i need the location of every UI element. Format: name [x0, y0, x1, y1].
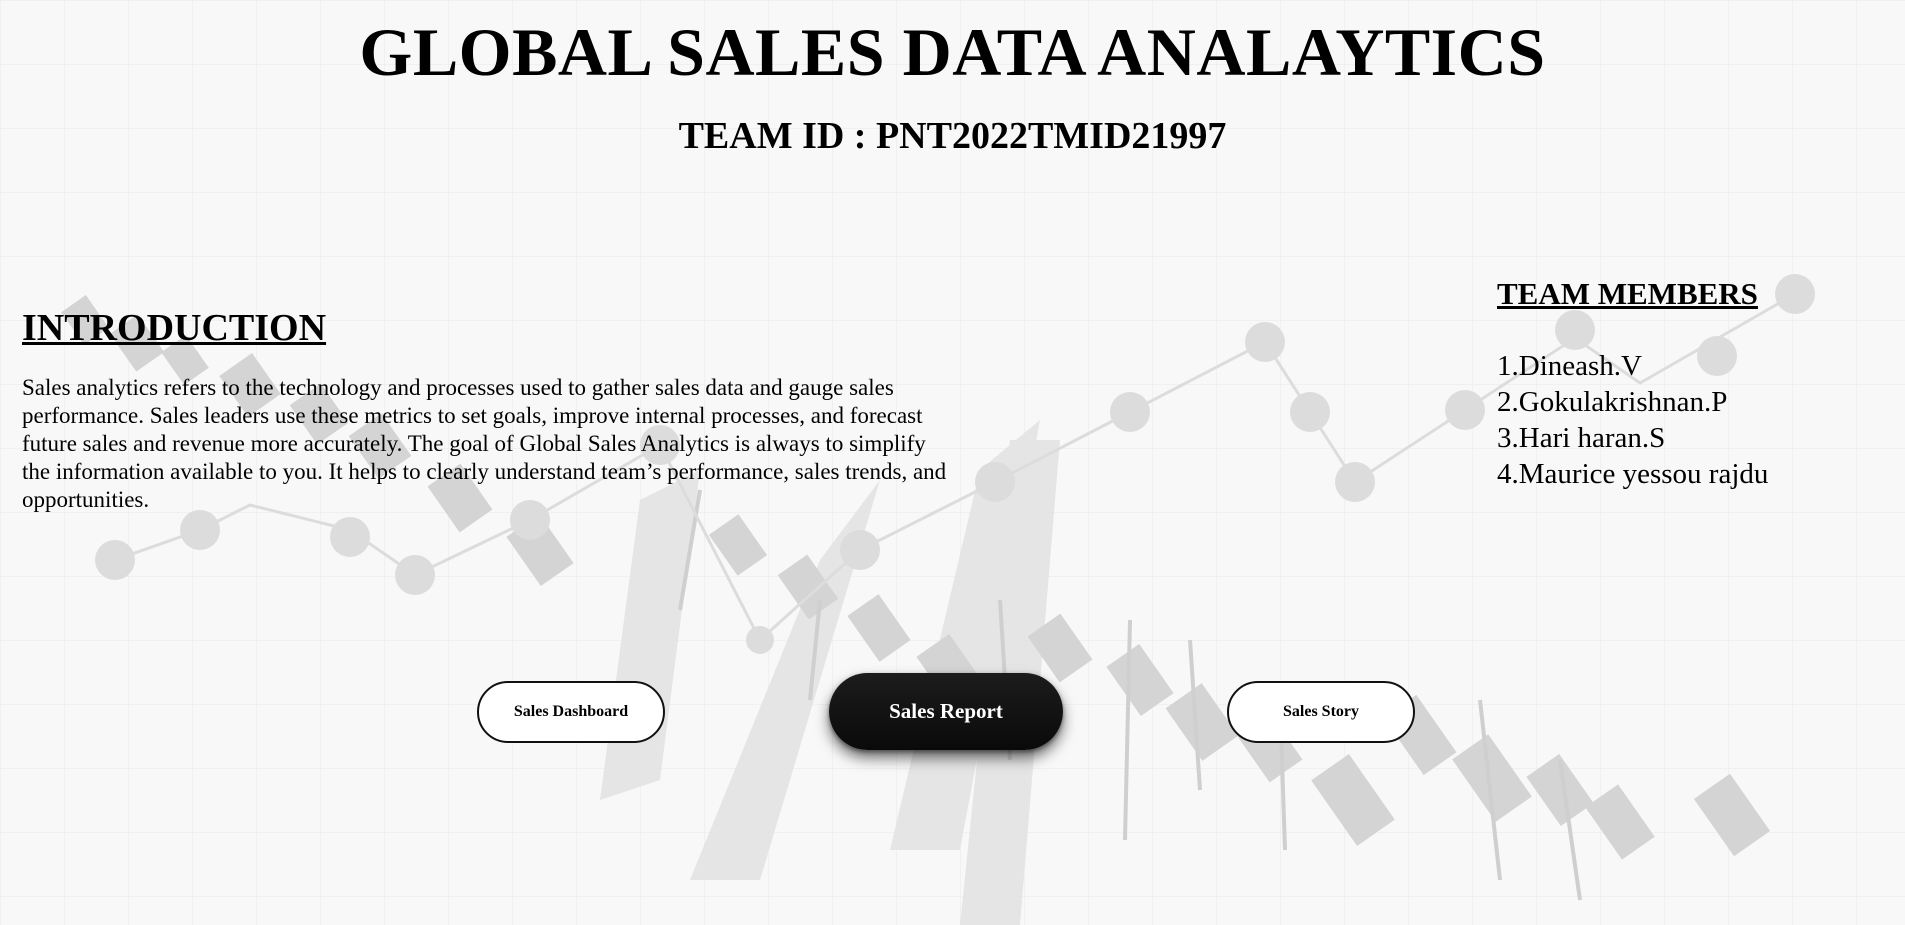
- introduction-heading: INTRODUCTION: [22, 307, 327, 349]
- sales-dashboard-button[interactable]: Sales Dashboard: [477, 681, 665, 743]
- team-id: TEAM ID : PNT2022TMID21997: [678, 115, 1227, 157]
- team-members-heading: TEAM MEMBERS: [1497, 276, 1758, 311]
- team-member: 1.Dineash.V: [1497, 350, 1642, 382]
- introduction-text: Sales analytics refers to the technology…: [22, 375, 947, 512]
- team-member: 3.Hari haran.S: [1497, 422, 1666, 454]
- sales-story-button[interactable]: Sales Story: [1227, 681, 1415, 743]
- sales-report-button[interactable]: Sales Report: [829, 673, 1063, 750]
- page-title: GLOBAL SALES DATA ANALAYTICS: [359, 14, 1546, 90]
- team-members-list: 1.Dineash.V 2.Gokulakrishnan.P 3.Hari ha…: [1497, 348, 1768, 492]
- team-member: 4.Maurice yessou rajdu: [1497, 458, 1769, 490]
- team-member: 2.Gokulakrishnan.P: [1497, 386, 1728, 418]
